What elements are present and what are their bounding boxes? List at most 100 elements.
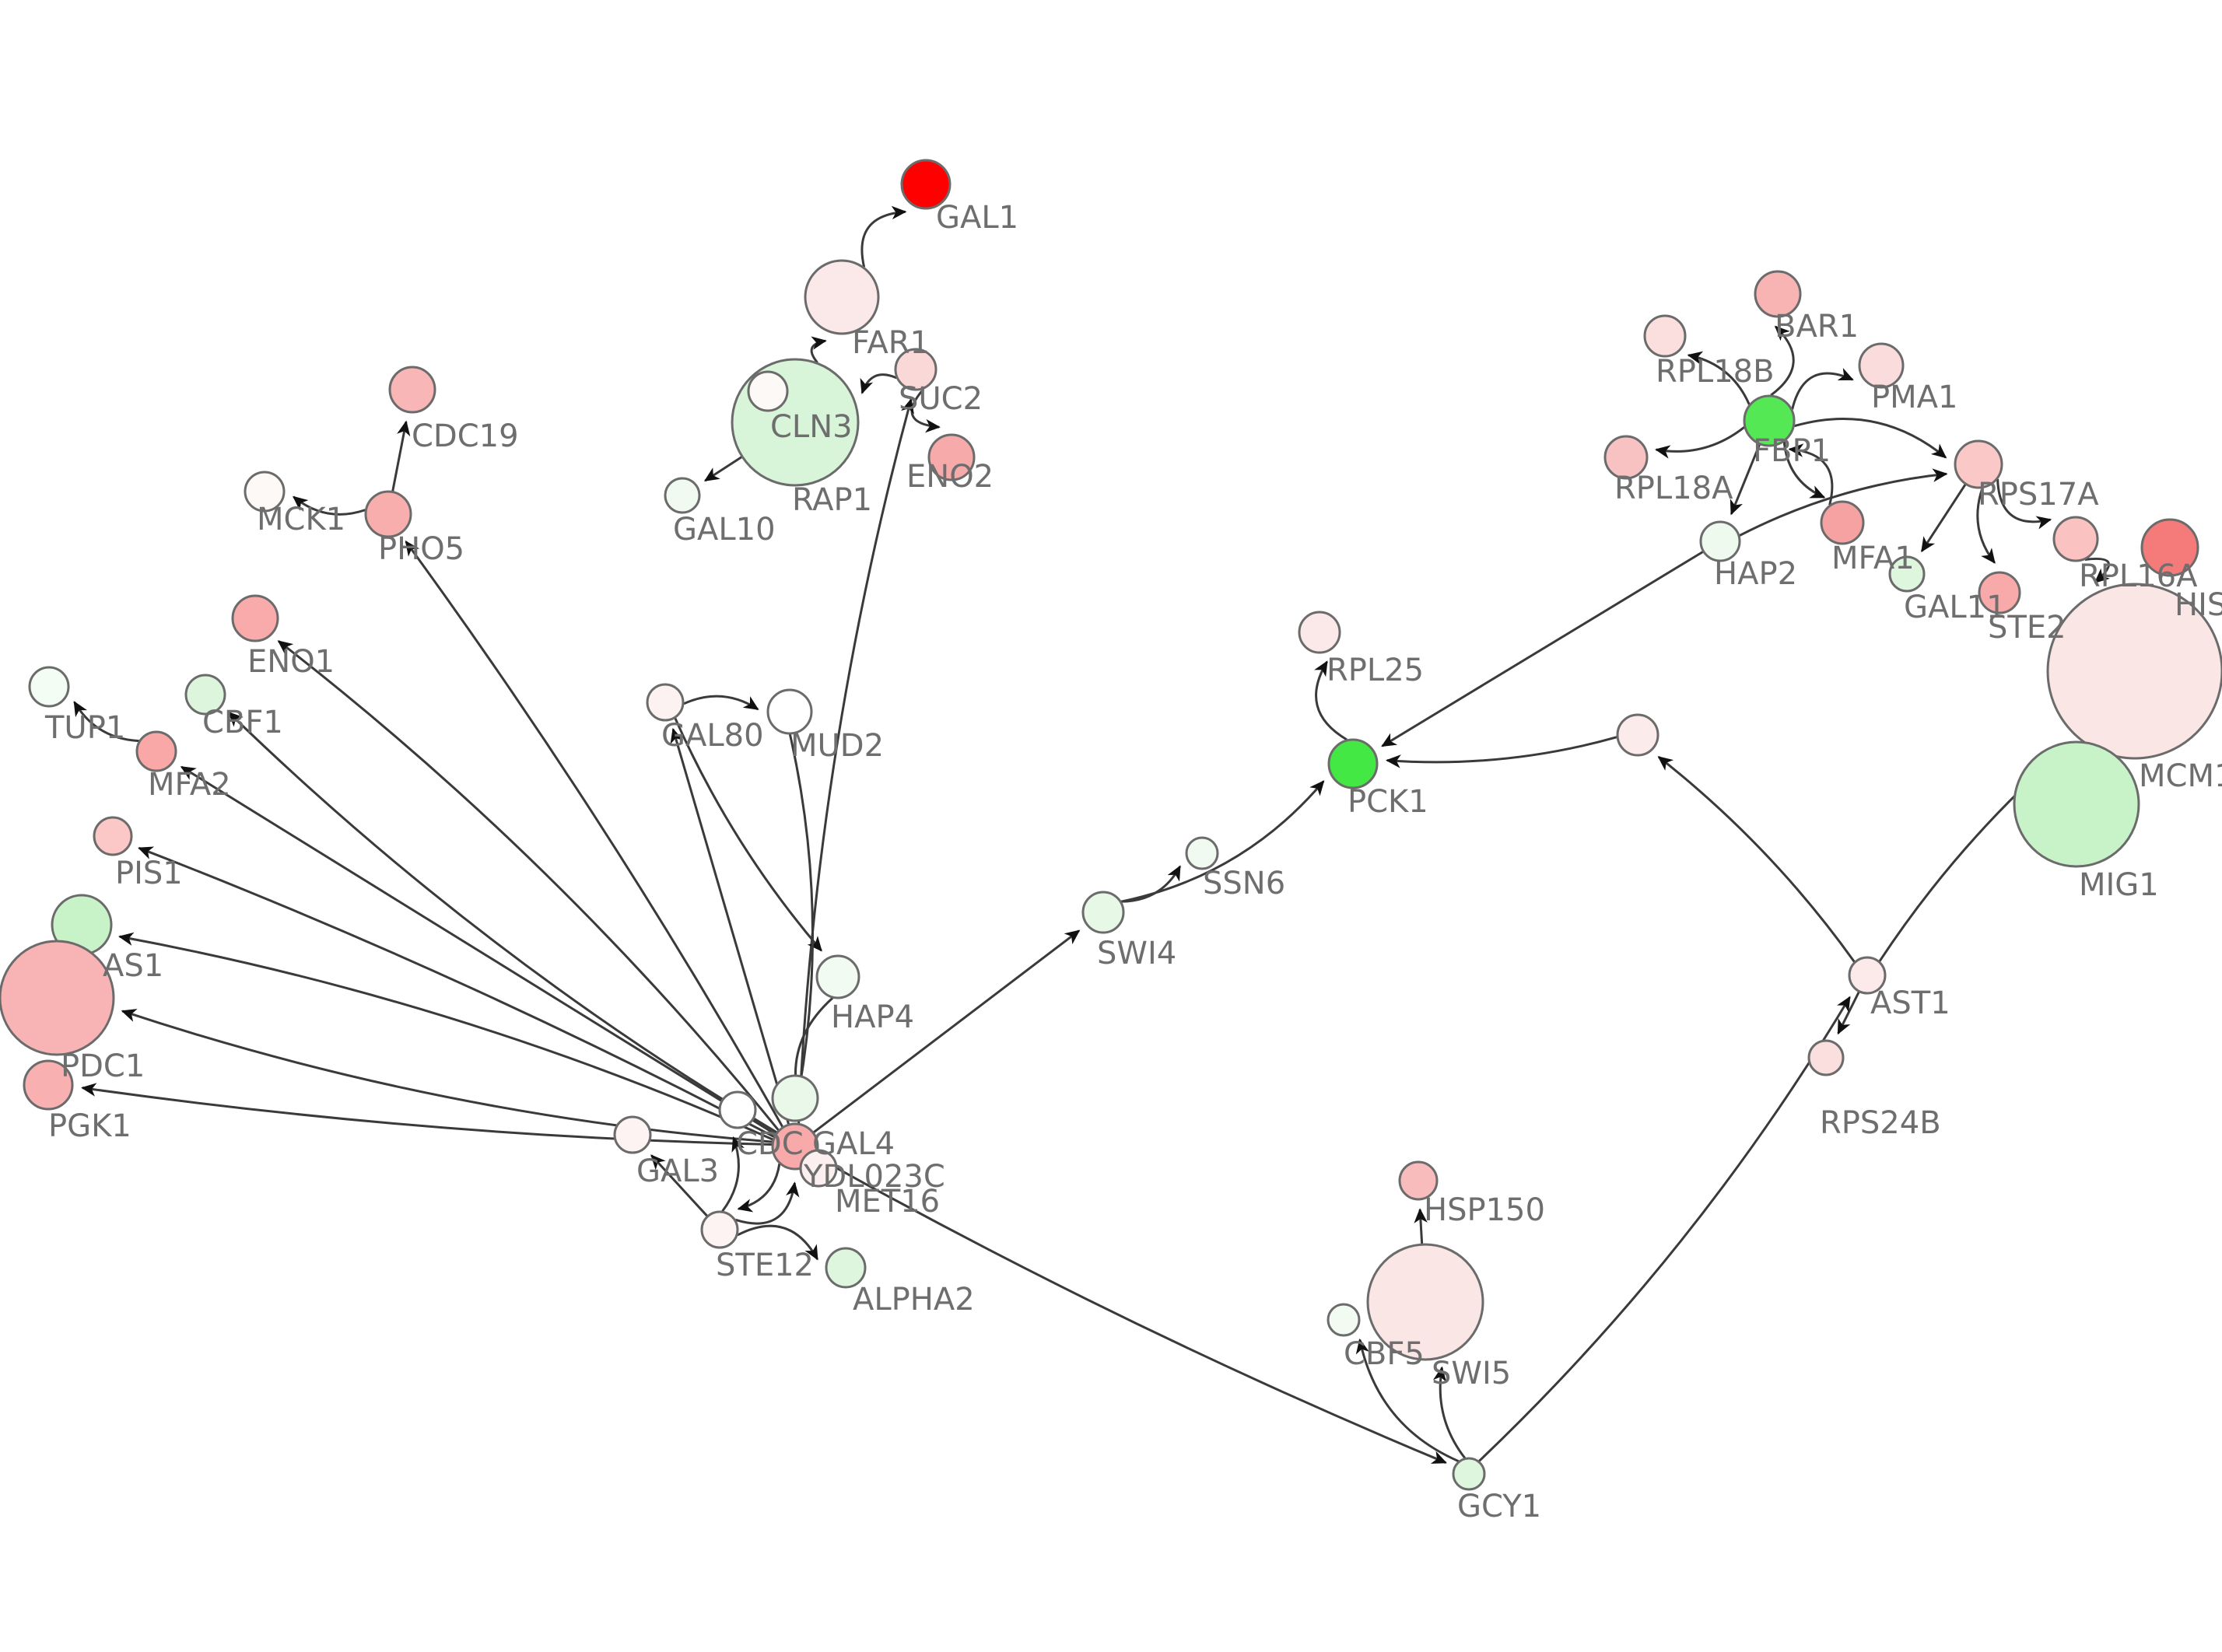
edge-gal4-to-ste12[interactable] bbox=[737, 1164, 781, 1213]
edge-hap2-to-rps17a[interactable] bbox=[1739, 468, 1948, 537]
node-unlabeled_right[interactable] bbox=[1616, 713, 1659, 757]
edge-unlabeled_right-to-pck1[interactable] bbox=[1386, 736, 1617, 768]
edge-gal4-to-gas1[interactable] bbox=[117, 932, 773, 1141]
node-pis1[interactable] bbox=[93, 816, 133, 856]
edge-gal4-to-pho5[interactable] bbox=[405, 540, 784, 1128]
edge-mfa2-to-tup1[interactable] bbox=[73, 701, 139, 743]
edge-suc2-to-eno2[interactable] bbox=[910, 388, 941, 433]
edge-mud2-to-gal4[interactable] bbox=[788, 733, 814, 1115]
edge-fbp1-to-rpl18a[interactable] bbox=[1655, 425, 1745, 459]
edge-fbp1-to-pma1[interactable] bbox=[1791, 368, 1854, 410]
node-eno1[interactable] bbox=[231, 594, 279, 642]
edge-ast1-to-rps24b[interactable] bbox=[1837, 991, 1860, 1035]
node-swi4[interactable] bbox=[1081, 891, 1125, 934]
node-rps24b[interactable] bbox=[1807, 1039, 1845, 1076]
node-ste12[interactable] bbox=[700, 1210, 739, 1249]
node-hap2[interactable] bbox=[1699, 520, 1741, 562]
edge-fbp1-to-mfa1[interactable] bbox=[1782, 441, 1826, 499]
node-ast1[interactable] bbox=[1848, 956, 1887, 995]
node-mfa2[interactable] bbox=[135, 730, 177, 772]
node-gal11[interactable] bbox=[1888, 555, 1926, 593]
edge-gal4-to-swi4[interactable] bbox=[812, 929, 1081, 1134]
node-eno2[interactable] bbox=[927, 433, 976, 481]
edge-gal4-to-gal80[interactable] bbox=[670, 727, 790, 1125]
node-rpl25[interactable] bbox=[1298, 611, 1341, 654]
node-mcm1[interactable] bbox=[2046, 583, 2222, 760]
node-cbf5[interactable] bbox=[1327, 1303, 1361, 1337]
edge-swi4-to-ssn6[interactable] bbox=[1121, 865, 1181, 903]
node-tup1[interactable] bbox=[28, 666, 70, 708]
node-cdc19[interactable] bbox=[388, 366, 436, 414]
node-gal3[interactable] bbox=[613, 1115, 652, 1154]
edge-gal80-to-hap4[interactable] bbox=[674, 717, 822, 952]
edge-gal4-to-mfa2[interactable] bbox=[180, 765, 776, 1136]
edge-gal4-to-pdc1[interactable] bbox=[121, 1009, 773, 1143]
edge-far1-to-gal1[interactable] bbox=[860, 205, 907, 268]
node-alpha2[interactable] bbox=[825, 1247, 867, 1289]
node-hub_green[interactable] bbox=[771, 1074, 819, 1122]
node-hsp150[interactable] bbox=[1398, 1160, 1439, 1201]
edge-cln3-to-gal10[interactable] bbox=[703, 456, 743, 482]
node-rps17a[interactable] bbox=[1954, 439, 2003, 489]
edge-ast1-to-unlabeled_right[interactable] bbox=[1657, 756, 1856, 963]
edge-gal4-to-gcy1[interactable] bbox=[815, 1155, 1447, 1464]
edge-rps17a-to-ste2[interactable] bbox=[1976, 488, 1996, 564]
edge-rps17a-to-gal11[interactable] bbox=[1920, 484, 1967, 553]
node-pma1[interactable] bbox=[1858, 342, 1905, 389]
edge-gal80-to-mud2[interactable] bbox=[683, 695, 759, 711]
node-mig1[interactable] bbox=[2013, 740, 2140, 868]
edge-fbp1-to-rpl18b[interactable] bbox=[1687, 351, 1751, 405]
node-ydl023c[interactable] bbox=[799, 1149, 838, 1188]
node-gal1[interactable] bbox=[900, 159, 952, 210]
edge-gal4-to-pgk1[interactable] bbox=[81, 1083, 773, 1146]
edge-pho5-to-cdc19[interactable] bbox=[391, 420, 411, 492]
node-swi5[interactable] bbox=[1366, 1243, 1484, 1361]
node-cbf1[interactable] bbox=[184, 674, 226, 716]
node-suc2[interactable] bbox=[894, 348, 938, 391]
node-his4[interactable] bbox=[2140, 518, 2199, 577]
node-rpl18b[interactable] bbox=[1643, 314, 1687, 358]
edge-gal4-to-eno1[interactable] bbox=[277, 640, 780, 1131]
edge-cln3-to-far1[interactable] bbox=[810, 336, 827, 364]
node-rap1[interactable] bbox=[747, 370, 789, 412]
edge-gcy1-to-swi5[interactable] bbox=[1432, 1366, 1467, 1459]
edge-pck1-to-rpl25[interactable] bbox=[1314, 660, 1348, 741]
node-gal10[interactable] bbox=[664, 477, 701, 514]
node-far1[interactable] bbox=[804, 259, 880, 335]
edge-ste12-to-alpha2[interactable] bbox=[737, 1224, 818, 1261]
edge-gal4-to-cbf1[interactable] bbox=[227, 711, 777, 1134]
node-pho5[interactable] bbox=[364, 490, 412, 538]
edge-ste12-to-gal3[interactable] bbox=[650, 1154, 708, 1217]
edge-rps17a-to-rpl16a[interactable] bbox=[1996, 478, 2052, 530]
node-mfa1[interactable] bbox=[1820, 500, 1865, 545]
edge-fbp1-to-hap2[interactable] bbox=[1730, 444, 1761, 516]
node-bar1[interactable] bbox=[1754, 270, 1802, 318]
edge-gal4-to-pis1[interactable] bbox=[138, 846, 775, 1138]
node-rpl16a[interactable] bbox=[2052, 516, 2099, 562]
edge-ste12-to-cdc[interactable] bbox=[721, 1136, 745, 1213]
edge-gal4-to-suc2[interactable] bbox=[797, 397, 914, 1124]
node-mck1[interactable] bbox=[244, 471, 286, 513]
edge-fbp1-to-rps17a[interactable] bbox=[1793, 418, 1947, 459]
node-pgk1[interactable] bbox=[23, 1059, 74, 1111]
node-gal80[interactable] bbox=[646, 683, 685, 722]
node-hap4[interactable] bbox=[815, 954, 860, 999]
node-rpl18a[interactable] bbox=[1603, 435, 1649, 480]
edge-ste12-to-ydl023c[interactable] bbox=[734, 1181, 800, 1225]
node-fbp1[interactable] bbox=[1743, 394, 1796, 447]
node-pdc1[interactable] bbox=[0, 940, 115, 1056]
edge-rpl16a-to-mcm1[interactable] bbox=[2084, 558, 2111, 584]
node-pck1[interactable] bbox=[1327, 738, 1379, 789]
edge-hap2-to-pck1[interactable] bbox=[1381, 551, 1704, 747]
edge-fbp1-to-bar1[interactable] bbox=[1770, 325, 1795, 397]
node-gcy1[interactable] bbox=[1452, 1457, 1486, 1491]
edge-pho5-to-mck1[interactable] bbox=[293, 495, 366, 516]
edge-suc2-to-cln3[interactable] bbox=[860, 373, 897, 394]
node-ssn6[interactable] bbox=[1185, 836, 1219, 870]
node-ste2[interactable] bbox=[1978, 571, 2021, 614]
node-mud2[interactable] bbox=[766, 688, 813, 735]
edge-mfa1-to-fbp1[interactable] bbox=[1788, 443, 1834, 506]
edge-swi5-to-hsp150[interactable] bbox=[1414, 1208, 1428, 1244]
node-cdc[interactable] bbox=[718, 1090, 757, 1129]
edge-swi4-to-pck1[interactable] bbox=[1120, 780, 1325, 903]
